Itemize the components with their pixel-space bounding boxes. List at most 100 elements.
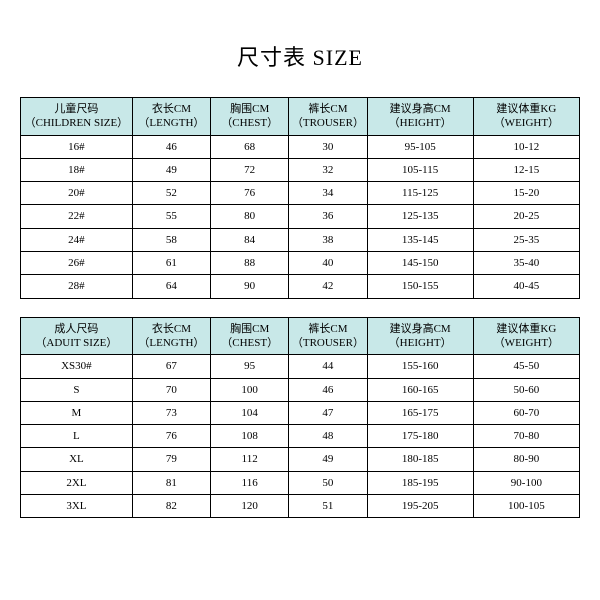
table-row: L7610848175-18070-80 (21, 425, 580, 448)
table-cell: 185-195 (367, 471, 473, 494)
table-cell: 79 (132, 448, 210, 471)
col-header: 建议体重KG（WEIGHT） (473, 98, 579, 136)
table-cell: L (21, 425, 133, 448)
table-cell: 175-180 (367, 425, 473, 448)
table-cell: 3XL (21, 495, 133, 518)
table-cell: 88 (211, 252, 289, 275)
table-cell: 24# (21, 228, 133, 251)
table-cell: 42 (289, 275, 367, 298)
table-cell: 51 (289, 495, 367, 518)
table-cell: 105-115 (367, 158, 473, 181)
page-title: 尺寸表 SIZE (237, 40, 363, 72)
col-header: 建议身高CM（HEIGHT） (367, 317, 473, 355)
table-cell: 30 (289, 135, 367, 158)
table-cell: 26# (21, 252, 133, 275)
table-cell: 100 (211, 378, 289, 401)
table-row: 26#618840145-15035-40 (21, 252, 580, 275)
table-cell: 49 (289, 448, 367, 471)
table-cell: 104 (211, 401, 289, 424)
table-cell: 18# (21, 158, 133, 181)
col-header: 儿童尺码（CHILDREN SIZE） (21, 98, 133, 136)
table-cell: 115-125 (367, 182, 473, 205)
table-cell: 150-155 (367, 275, 473, 298)
table-cell: 155-160 (367, 355, 473, 378)
table-cell: 32 (289, 158, 367, 181)
col-header: 胸围CM（CHEST） (211, 317, 289, 355)
children-size-table: 儿童尺码（CHILDREN SIZE） 衣长CM（LENGTH） 胸围CM（CH… (20, 97, 580, 299)
table-cell: 80-90 (473, 448, 579, 471)
table-cell: 68 (211, 135, 289, 158)
table-cell: 80 (211, 205, 289, 228)
table-cell: 40 (289, 252, 367, 275)
table-cell: 47 (289, 401, 367, 424)
table-row: 3XL8212051195-205100-105 (21, 495, 580, 518)
table-cell: 76 (132, 425, 210, 448)
table-cell: 90-100 (473, 471, 579, 494)
table-cell: 38 (289, 228, 367, 251)
col-header: 衣长CM（LENGTH） (132, 98, 210, 136)
table-row: 18#497232105-11512-15 (21, 158, 580, 181)
table-cell: 50-60 (473, 378, 579, 401)
table-cell: 44 (289, 355, 367, 378)
table-cell: 165-175 (367, 401, 473, 424)
table-cell: 100-105 (473, 495, 579, 518)
table-cell: 52 (132, 182, 210, 205)
table-row: 16#46683095-10510-12 (21, 135, 580, 158)
table-cell: 70 (132, 378, 210, 401)
table-cell: 36 (289, 205, 367, 228)
table-cell: 60-70 (473, 401, 579, 424)
table-row: XS30#679544155-16045-50 (21, 355, 580, 378)
table-cell: 48 (289, 425, 367, 448)
table-cell: S (21, 378, 133, 401)
table-row: 22#558036125-13520-25 (21, 205, 580, 228)
table-row: S7010046160-16550-60 (21, 378, 580, 401)
table-cell: 125-135 (367, 205, 473, 228)
table-cell: 55 (132, 205, 210, 228)
col-header: 裤长CM（TROUSER） (289, 98, 367, 136)
table-cell: 46 (289, 378, 367, 401)
col-header: 裤长CM（TROUSER） (289, 317, 367, 355)
table-cell: 10-12 (473, 135, 579, 158)
table-cell: 70-80 (473, 425, 579, 448)
col-header: 建议身高CM（HEIGHT） (367, 98, 473, 136)
table-row: 20#527634115-12515-20 (21, 182, 580, 205)
table-cell: 76 (211, 182, 289, 205)
adult-size-table: 成人尺码（ADUIT SIZE） 衣长CM（LENGTH） 胸围CM（CHEST… (20, 317, 580, 519)
table-cell: 84 (211, 228, 289, 251)
table-cell: 116 (211, 471, 289, 494)
table-cell: 120 (211, 495, 289, 518)
table-cell: 180-185 (367, 448, 473, 471)
table-cell: 145-150 (367, 252, 473, 275)
table-cell: XL (21, 448, 133, 471)
table-cell: 160-165 (367, 378, 473, 401)
table-cell: 2XL (21, 471, 133, 494)
table-cell: 28# (21, 275, 133, 298)
children-header-row: 儿童尺码（CHILDREN SIZE） 衣长CM（LENGTH） 胸围CM（CH… (21, 98, 580, 136)
table-cell: 58 (132, 228, 210, 251)
table-row: 28#649042150-15540-45 (21, 275, 580, 298)
table-cell: 64 (132, 275, 210, 298)
table-cell: 12-15 (473, 158, 579, 181)
table-cell: 73 (132, 401, 210, 424)
table-cell: 25-35 (473, 228, 579, 251)
table-cell: 81 (132, 471, 210, 494)
table-cell: 135-145 (367, 228, 473, 251)
table-row: M7310447165-17560-70 (21, 401, 580, 424)
table-cell: M (21, 401, 133, 424)
table-cell: 195-205 (367, 495, 473, 518)
table-cell: XS30# (21, 355, 133, 378)
table-cell: 40-45 (473, 275, 579, 298)
table-row: XL7911249180-18580-90 (21, 448, 580, 471)
table-cell: 67 (132, 355, 210, 378)
col-header: 成人尺码（ADUIT SIZE） (21, 317, 133, 355)
table-row: 2XL8111650185-19590-100 (21, 471, 580, 494)
table-cell: 22# (21, 205, 133, 228)
table-row: 24#588438135-14525-35 (21, 228, 580, 251)
table-cell: 20# (21, 182, 133, 205)
col-header: 胸围CM（CHEST） (211, 98, 289, 136)
table-cell: 72 (211, 158, 289, 181)
table-cell: 49 (132, 158, 210, 181)
table-cell: 35-40 (473, 252, 579, 275)
col-header: 衣长CM（LENGTH） (132, 317, 210, 355)
table-cell: 90 (211, 275, 289, 298)
